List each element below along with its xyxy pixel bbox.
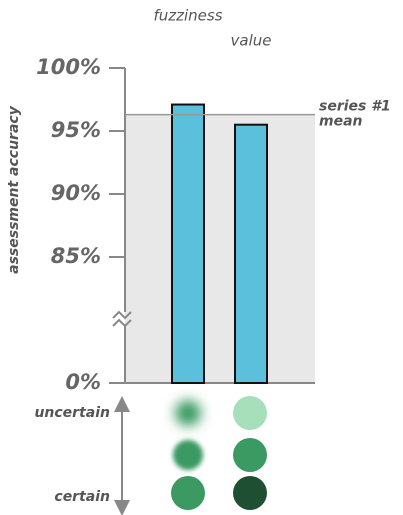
bar <box>234 123 268 384</box>
y-axis-label: assessment accuracy <box>6 105 22 274</box>
mean-label: series #1 <box>319 99 391 115</box>
fuzzy-circle <box>173 440 203 470</box>
category-label: fuzziness <box>153 7 222 25</box>
uncertain-label: uncertain <box>34 405 110 421</box>
y-tick-label: 95% <box>51 118 101 142</box>
y-tick-label: 0% <box>65 370 101 394</box>
value-circle <box>233 438 267 472</box>
y-tick-label: 90% <box>51 181 101 205</box>
category-label: value <box>231 32 272 50</box>
fuzzy-circle <box>175 400 201 426</box>
value-circle <box>233 396 267 430</box>
mean-label: mean <box>319 114 363 130</box>
y-tick-label: 85% <box>51 244 101 268</box>
background <box>125 114 315 384</box>
fuzzy-circle <box>171 476 205 510</box>
uncertainty-legend: uncertain certain <box>34 396 267 515</box>
value-circle <box>233 476 267 510</box>
certain-label: certain <box>54 489 110 505</box>
axis-break <box>112 310 132 328</box>
bar <box>171 103 205 384</box>
y-tick-label: 100% <box>36 55 101 79</box>
